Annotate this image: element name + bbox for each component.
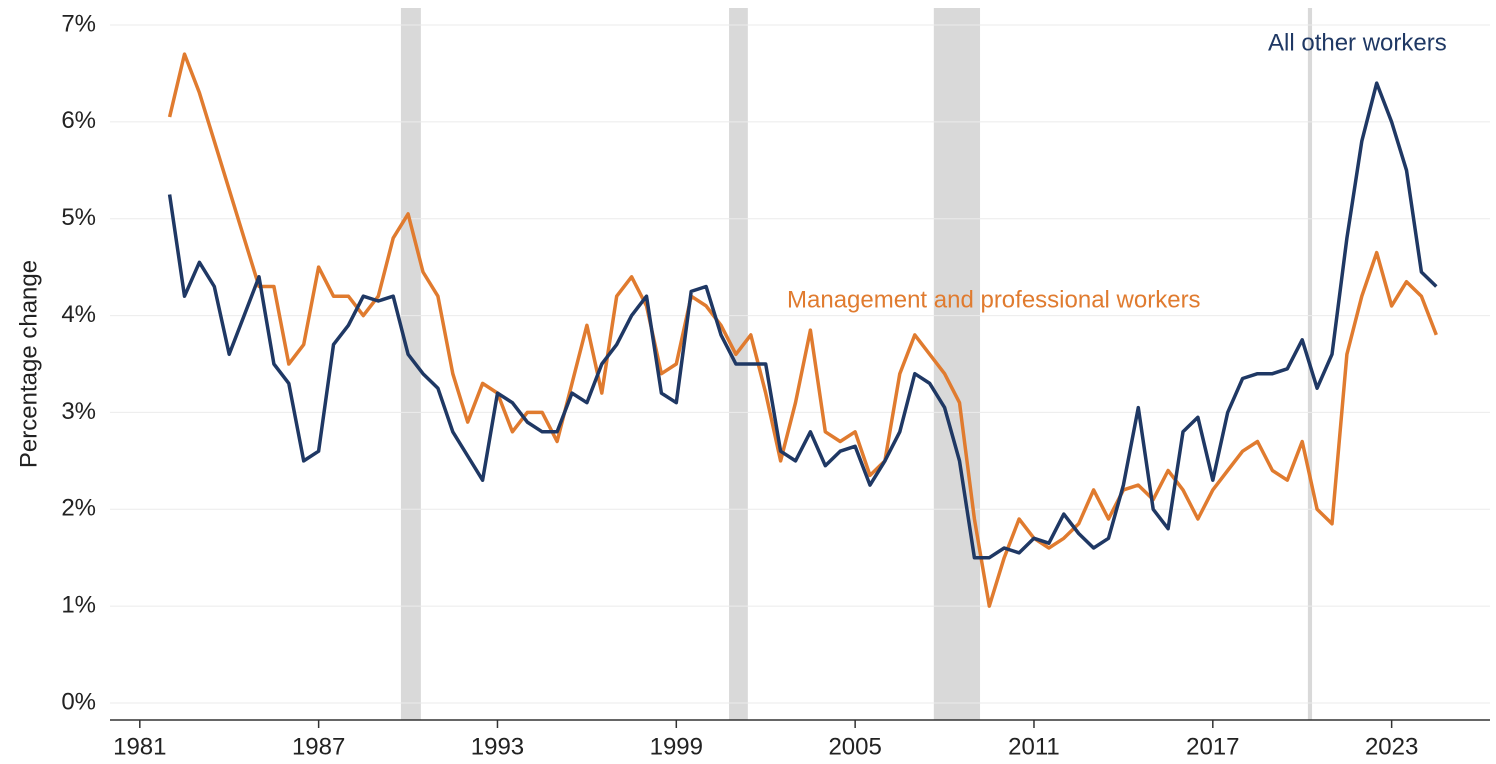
x-tick-label: 1981 bbox=[113, 733, 166, 760]
x-tick-label: 1993 bbox=[471, 733, 524, 760]
x-tick-label: 1999 bbox=[650, 733, 703, 760]
x-tick-label: 2017 bbox=[1186, 733, 1239, 760]
y-tick-label: 6% bbox=[61, 107, 96, 134]
y-tick-label: 4% bbox=[61, 301, 96, 328]
series-line bbox=[167, 81, 1438, 560]
y-tick-label: 7% bbox=[61, 10, 96, 37]
x-tick-label: 1987 bbox=[292, 733, 345, 760]
y-tick-label: 3% bbox=[61, 398, 96, 425]
series-label: All other workers bbox=[1268, 29, 1447, 56]
y-tick-label: 2% bbox=[61, 495, 96, 522]
series-label: Management and professional workers bbox=[787, 286, 1201, 313]
series-line bbox=[167, 52, 1438, 608]
y-tick-label: 0% bbox=[61, 688, 96, 715]
x-tick-label: 2005 bbox=[828, 733, 881, 760]
y-axis-label: Percentage change bbox=[15, 260, 42, 468]
y-tick-label: 5% bbox=[61, 204, 96, 231]
x-tick-label: 2011 bbox=[1008, 733, 1060, 760]
recession-band bbox=[400, 8, 421, 720]
x-tick-label: 2023 bbox=[1365, 733, 1418, 760]
recession-band bbox=[933, 8, 981, 720]
y-tick-label: 1% bbox=[61, 591, 96, 618]
